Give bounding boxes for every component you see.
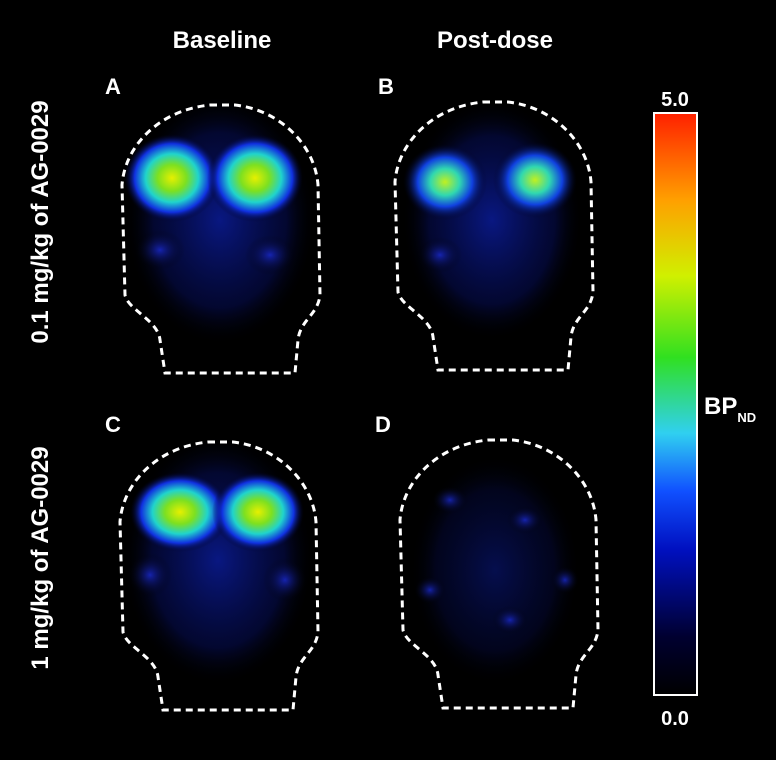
row-label: 1 mg/kg of AG-0029 [27,446,54,669]
pet-image [393,100,595,372]
column-header: Baseline [173,27,272,54]
colorbar-min: 0.0 [661,708,689,730]
colorbar-label-sub: ND [737,410,756,425]
pet-image [120,95,322,375]
colorbar-label: BPND [704,393,756,425]
colorbar [653,112,698,696]
column-header: Post-dose [437,27,553,54]
pet-image [398,438,600,710]
panel-label: C [105,412,121,437]
panel-label: D [375,412,391,437]
colorbar-max: 5.0 [661,89,689,111]
pet-image [118,435,320,712]
colorbar-label-main: BP [704,393,737,420]
panel-label: A [105,74,121,99]
panel-label: B [378,74,394,99]
row-label: 0.1 mg/kg of AG-0029 [27,100,54,343]
